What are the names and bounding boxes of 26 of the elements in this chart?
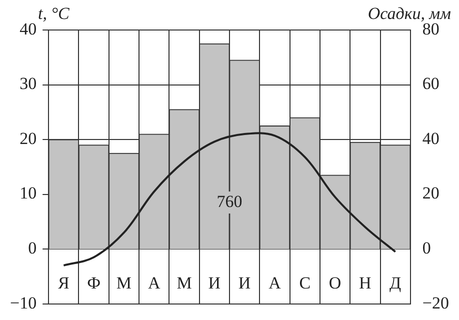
y-tick-label: 30 — [20, 74, 37, 94]
x-tick-label: И — [208, 273, 221, 292]
x-tick-label: М — [176, 273, 192, 292]
y-tick-label: 20 — [20, 128, 37, 148]
y-tick-label: 0 — [28, 238, 37, 258]
x-tick-label: Д — [390, 273, 402, 292]
x-tick-label: Ф — [87, 273, 101, 292]
x-tick-label: О — [328, 273, 342, 292]
x-tick-label: Н — [359, 273, 372, 292]
x-tick-label: А — [268, 273, 282, 292]
x-tick-label: И — [238, 273, 251, 292]
y2-tick-label: −20 — [422, 293, 450, 312]
x-tick-label: Я — [58, 273, 70, 292]
y-tick-label: 10 — [20, 184, 37, 203]
annotation: 760 — [216, 192, 242, 211]
y-tick-label: 40 — [20, 19, 37, 38]
y2-tick-label: 20 — [422, 184, 440, 203]
line-series — [62, 132, 396, 266]
x-tick-label: М — [116, 273, 132, 292]
x-tick-label: С — [299, 273, 311, 292]
y2-tick-label: 60 — [422, 74, 440, 94]
y2-tick-label: 0 — [422, 238, 431, 258]
y-axis-title: t, °C — [38, 4, 70, 24]
y2-tick-label: 40 — [422, 128, 440, 148]
x-tick-label: А — [148, 273, 161, 292]
y-tick-label: −10 — [10, 293, 37, 312]
